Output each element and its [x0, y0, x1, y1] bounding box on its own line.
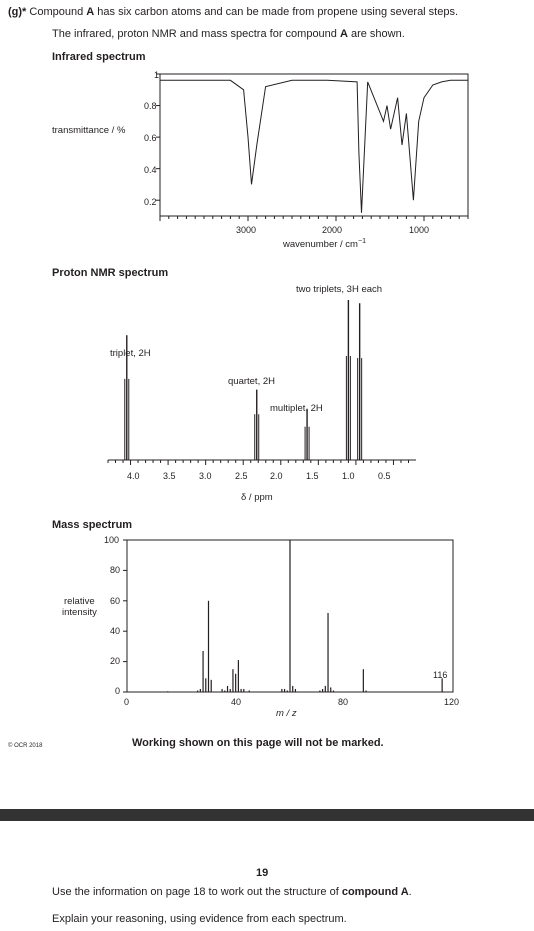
mass-peak-label: 116 — [433, 670, 448, 680]
compound-label: A — [86, 6, 95, 18]
mass-ylabel-2: intensity — [62, 607, 97, 618]
ir-ylabel: transmittance / % — [52, 125, 126, 136]
ir-xtick: 3000 — [236, 225, 257, 235]
ir-spectrum-line — [160, 79, 468, 213]
question-text: Compound — [26, 6, 87, 18]
mass-title: Mass spectrum — [52, 519, 133, 531]
mass-ytick: 80 — [110, 565, 121, 575]
question-marker: (g)* — [8, 6, 27, 18]
mass-ytick: 60 — [110, 596, 121, 606]
question-line-2: The infrared, proton NMR and mass spectr… — [52, 28, 405, 40]
nmr-annotation-two-triplets: two triplets, 3H each — [296, 284, 383, 295]
page-number: 19 — [256, 867, 269, 879]
nmr-xlabel: δ / ppm — [241, 492, 273, 503]
nmr-peaks — [124, 300, 363, 460]
ir-xtick: 2000 — [322, 225, 343, 235]
question-intro: (g)* Compound A has six carbon atoms and… — [8, 6, 458, 18]
nmr-xtick: 0.5 — [378, 471, 391, 481]
ir-xlabel-text: wavenumber / cm — [283, 239, 358, 251]
mass-ytick: 20 — [110, 656, 121, 666]
question-text-cont: has six carbon atoms and can be made fro… — [94, 6, 459, 18]
question-line2-text: The infrared, proton NMR and mass spectr… — [52, 28, 340, 40]
ir-yticks — [156, 73, 160, 201]
mass-xtick: 0 — [124, 697, 130, 707]
nmr-xtick: 1.5 — [306, 471, 319, 481]
next-line1-end: . — [408, 886, 412, 898]
nmr-xtick: 3.5 — [163, 471, 176, 481]
question-line2-end: are shown. — [347, 28, 405, 40]
ir-xlabel: wavenumber / cm−1 — [283, 238, 366, 250]
ir-title: Infrared spectrum — [52, 51, 146, 63]
mass-ytick: 100 — [104, 535, 120, 545]
ir-ytick: 0.6 — [144, 133, 157, 143]
nmr-xtick: 2.5 — [235, 471, 248, 481]
mass-xtick: 40 — [231, 697, 242, 707]
ir-ytick: 0.4 — [144, 165, 157, 175]
next-line1-text: Use the information on page 18 to work o… — [52, 886, 342, 898]
ir-ytick: 0.8 — [144, 101, 157, 111]
copyright: © OCR 2018 — [8, 743, 43, 749]
compound-label-2: A — [339, 28, 348, 40]
nmr-ticks — [107, 460, 409, 465]
ir-xticks — [159, 216, 469, 221]
nmr-xtick: 2.0 — [270, 471, 283, 481]
mass-xlabel: m / z — [276, 708, 297, 719]
nmr-xtick: 3.0 — [199, 471, 212, 481]
mass-bars — [167, 540, 443, 692]
ir-ytick: 1 — [154, 70, 160, 80]
ir-frame — [159, 73, 469, 217]
mass-xtick: 120 — [444, 697, 460, 707]
next-page-line-2: Explain your reasoning, using evidence f… — [52, 913, 347, 925]
next-page-line-1: Use the information on page 18 to work o… — [52, 886, 412, 898]
ir-xlabel-sup: −1 — [357, 238, 366, 245]
nmr-annotation-multiplet: multiplet, 2H — [270, 403, 323, 414]
ir-xtick: 1000 — [409, 225, 430, 235]
mass-xtick: 80 — [338, 697, 349, 707]
nmr-annotation-quartet: quartet, 2H — [228, 376, 275, 387]
working-note: Working shown on this page will not be m… — [132, 737, 384, 749]
ir-ytick: 0.2 — [144, 197, 157, 207]
nmr-xtick: 1.0 — [342, 471, 355, 481]
mass-yticks — [123, 539, 127, 693]
mass-ylabel-1: relative — [64, 596, 95, 607]
nmr-xtick: 4.0 — [127, 471, 140, 481]
next-line1-strong: compound A — [341, 886, 409, 898]
nmr-annotation-triplet: triplet, 2H — [110, 348, 151, 359]
page-divider — [0, 809, 534, 821]
mass-ytick: 0 — [115, 686, 121, 696]
nmr-title: Proton NMR spectrum — [52, 267, 169, 279]
mass-ytick: 40 — [110, 626, 121, 636]
